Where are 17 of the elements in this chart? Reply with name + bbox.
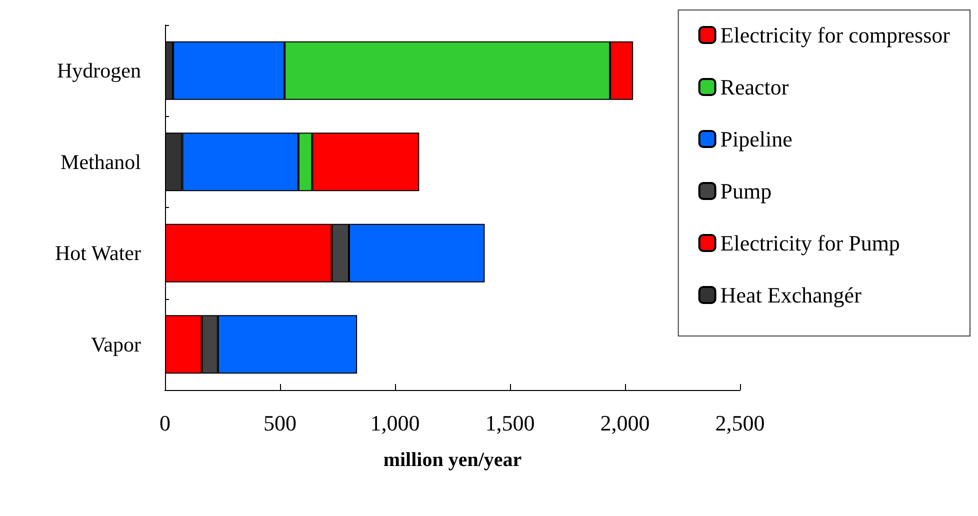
y-tick-label: Vapor bbox=[90, 332, 141, 356]
x-tick-label: 2,000 bbox=[600, 410, 650, 436]
legend-label: Heat Exchangér bbox=[720, 282, 862, 308]
legend-label: Pipeline bbox=[720, 126, 792, 152]
x-tick-label: 1,500 bbox=[485, 410, 535, 436]
y-tick-label: Hydrogen bbox=[57, 58, 142, 83]
x-tick-label: 2,500 bbox=[715, 410, 765, 436]
x-tick-label: 1,000 bbox=[370, 410, 420, 436]
legend-label: Pump bbox=[720, 178, 772, 204]
legend-label: Electricity for Pump bbox=[720, 230, 900, 256]
legend-label: Electricity for compressor bbox=[720, 22, 951, 48]
x-tick-label: 0 bbox=[160, 410, 170, 436]
x-tick-label: 500 bbox=[264, 410, 296, 436]
legend-label: Reactor bbox=[720, 74, 790, 100]
y-tick-label: Methanol bbox=[60, 150, 142, 174]
x-axis-title: million yen/year bbox=[383, 449, 522, 471]
y-tick-label: Hot Water bbox=[55, 241, 141, 266]
